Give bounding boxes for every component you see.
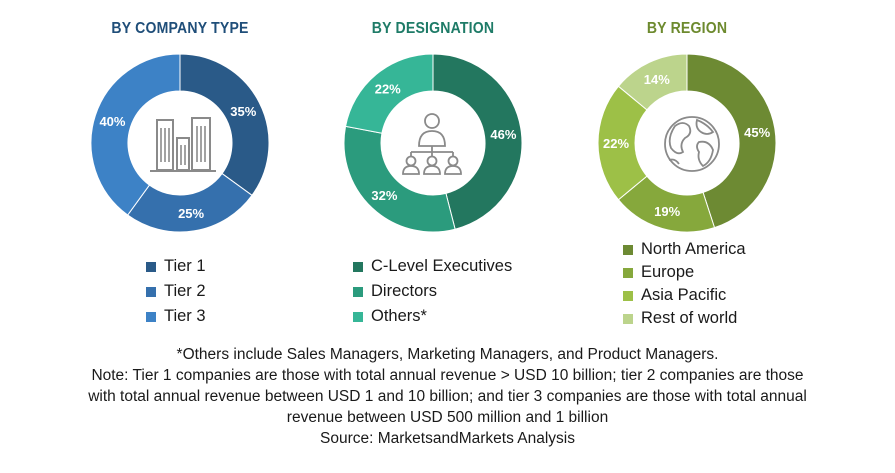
company-type-legend: Tier 1 Tier 2 Tier 3	[146, 254, 206, 329]
donut-slice	[179, 53, 270, 197]
designation-donut: 46% 32% 22%	[343, 53, 523, 233]
presenter-audience-icon	[402, 113, 462, 175]
slice-percent-label: 46%	[490, 127, 516, 142]
legend-swatch	[353, 261, 363, 272]
buildings-icon	[150, 117, 216, 172]
donut-slice	[686, 53, 777, 229]
legend-item: North America	[623, 238, 746, 261]
donut-slice	[617, 53, 688, 111]
slice-percent-label: 25%	[178, 206, 204, 221]
legend-item: Europe	[623, 261, 746, 284]
others-footnote: *Others include Sales Managers, Marketin…	[176, 346, 719, 363]
designation-legend: C-Level Executives Directors Others*	[353, 254, 512, 329]
legend-item: Tier 3	[146, 304, 206, 329]
legend-swatch	[146, 261, 156, 272]
slice-percent-label: 45%	[744, 125, 770, 140]
legend-item: Asia Pacific	[623, 284, 746, 307]
donut-slice	[344, 53, 434, 134]
slice-percent-label: 22%	[603, 136, 629, 151]
slice-percent-label: 14%	[644, 72, 670, 87]
legend-swatch	[146, 286, 156, 297]
legend-item: Others*	[353, 304, 512, 329]
donut-center	[382, 92, 484, 194]
tier-note-line: Note: Tier 1 companies are those with to…	[91, 367, 804, 384]
region-legend: North America Europe Asia Pacific Rest o…	[623, 238, 746, 330]
donut-slice	[90, 53, 181, 216]
donut-center	[636, 92, 738, 194]
legend-swatch	[623, 290, 633, 301]
legend-item: Rest of world	[623, 307, 746, 330]
slice-percent-label: 40%	[99, 114, 125, 129]
legend-swatch	[623, 267, 633, 278]
legend-item: Directors	[353, 279, 512, 304]
legend-swatch	[353, 286, 363, 297]
slice-percent-label: 19%	[654, 204, 680, 219]
slice-percent-label: 35%	[230, 104, 256, 119]
region-title: BY REGION	[646, 20, 728, 37]
legend-item: Tier 1	[146, 254, 206, 279]
tier-note-line: with total annual revenue between USD 1 …	[88, 388, 807, 405]
legend-swatch	[146, 311, 156, 322]
slice-percent-label: 22%	[375, 81, 401, 96]
legend-swatch	[623, 313, 633, 324]
region-donut: 45% 19% 22% 14%	[597, 53, 777, 233]
donut-slice	[432, 53, 523, 230]
donut-slice	[343, 125, 456, 233]
donut-center	[129, 92, 231, 194]
source-note: Source: MarketsandMarkets Analysis	[320, 430, 575, 447]
globe-icon	[664, 116, 720, 172]
legend-swatch	[623, 244, 633, 255]
legend-item: Tier 2	[146, 279, 206, 304]
legend-item: C-Level Executives	[353, 254, 512, 279]
slice-percent-label: 32%	[371, 188, 397, 203]
designation-title: BY DESIGNATION	[371, 20, 495, 37]
company-type-donut: 35% 25% 40%	[90, 53, 270, 233]
legend-swatch	[353, 311, 363, 322]
footnotes: *Others include Sales Managers, Marketin…	[0, 344, 895, 449]
region-panel: BY REGION 45% 19% 22% 14% North America Eur…	[547, 0, 827, 335]
company-type-title: BY COMPANY TYPE	[111, 20, 249, 37]
company-type-panel: BY COMPANY TYPE 35% 25% 40% Tier 1 Tier 2 …	[40, 0, 320, 335]
designation-panel: BY DESIGNATION 46% 32% 22% C-Level Executi…	[293, 0, 573, 335]
tier-note-line: revenue between USD 500 million and 1 bi…	[286, 409, 609, 426]
